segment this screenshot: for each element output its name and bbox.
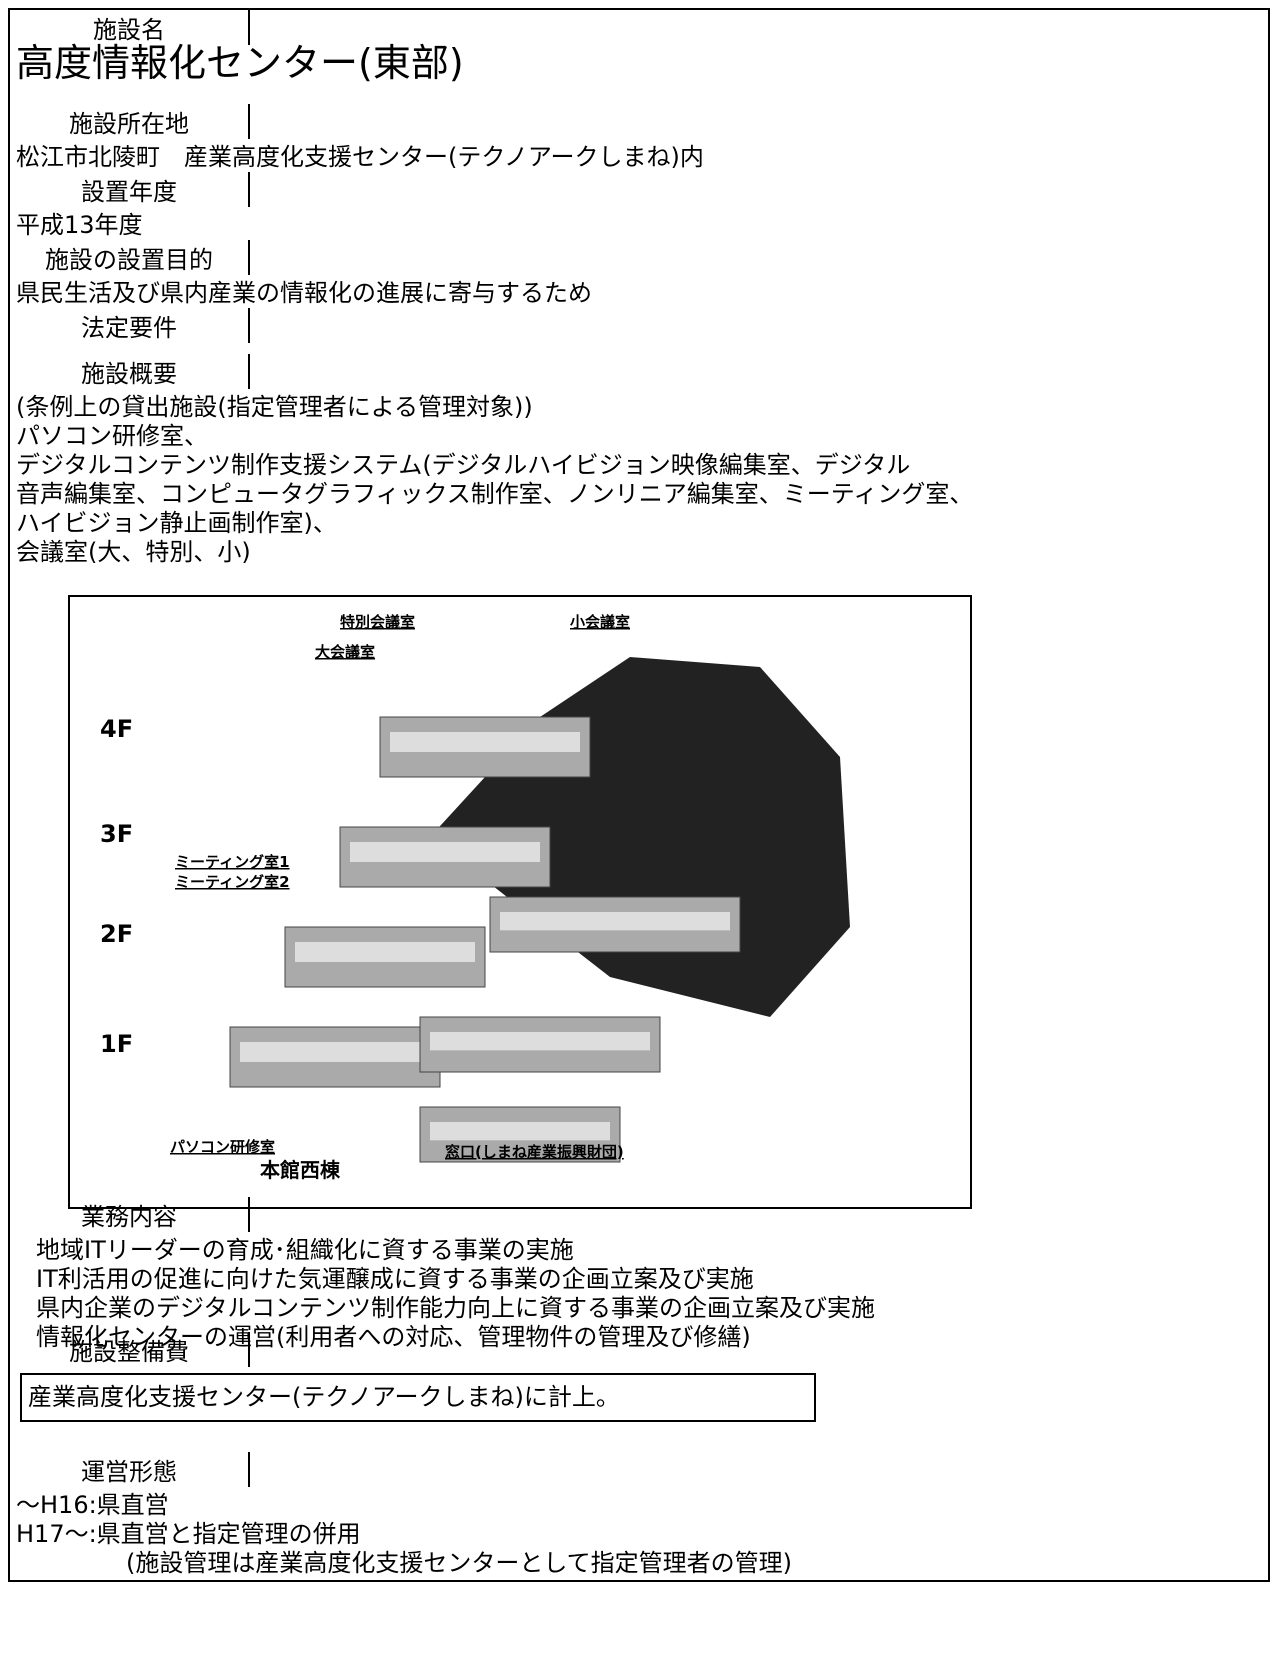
row-label: 施設概要 — [10, 354, 250, 389]
floor-block-inner — [350, 842, 540, 862]
row-label: 施設所在地 — [10, 104, 250, 139]
row-content — [10, 343, 1268, 351]
floor-label: 4F — [100, 715, 133, 743]
row-label: 施設整備費 — [10, 1332, 250, 1367]
table-row: 施設名 高度情報化センター(東部) — [10, 10, 1268, 104]
room-label: 特別会議室 — [340, 613, 415, 631]
content-line: 会議室(大、特別、小) — [16, 538, 251, 566]
row-content: ～H16:県直営 H17～:県直営と指定管理の併用 (施設管理は産業高度化支援センタ… — [10, 1487, 1268, 1582]
table-row: 運営形態 ～H16:県直営 H17～:県直営と指定管理の併用 (施設管理は産業高度化支… — [10, 1452, 1268, 1580]
content-line: 県内企業のデジタルコンテンツ制作能力向上に資する事業の企画立案及び実施 — [36, 1294, 876, 1322]
row-label: 施設の設置目的 — [10, 240, 250, 275]
row-label: 業務内容 — [10, 1197, 250, 1232]
table-row: 施設の設置目的県民生活及び県内産業の情報化の進展に寄与するため — [10, 240, 1268, 308]
row-content: 産業高度化支援センター(テクノアークしまね)に計上。 — [10, 1367, 1268, 1428]
room-label: 小会議室 — [570, 613, 630, 631]
note-box: 産業高度化支援センター(テクノアークしまね)に計上。 — [20, 1373, 816, 1422]
content-line: 高度情報化センター(東部) — [16, 41, 464, 85]
row-content: (条例上の貸出施設(指定管理者による管理対象)) パソコン研修室、 デジタルコンテン… — [10, 389, 1268, 1213]
row-content: 高度情報化センター(東部) — [10, 41, 1268, 85]
content-line: デジタルコンテンツ制作支援システム(デジタルハイビジョン映像編集室、デジタル — [16, 451, 911, 479]
table-row: 法定要件 — [10, 308, 1268, 354]
row-content: 地域ITリーダーの育成･組織化に資する事業の実施 IT利活用の促進に向けた気運醸成… — [10, 1232, 1268, 1356]
table-row: 施設概要 (条例上の貸出施設(指定管理者による管理対象)) パソコン研修室、 デジタル… — [10, 354, 1268, 1209]
table-row: 業務内容地域ITリーダーの育成･組織化に資する事業の実施 IT利活用の促進に向けた… — [10, 1197, 1268, 1351]
row-label: 施設名 — [10, 10, 250, 45]
building-name: 本館西棟 — [260, 1158, 341, 1182]
floor-block-inner — [500, 912, 730, 931]
floor-block-inner — [295, 942, 475, 962]
content-line: 産業高度化支援センター(テクノアークしまね)に計上。 — [28, 1383, 620, 1411]
table-row: 施設整備費産業高度化支援センター(テクノアークしまね)に計上。 — [10, 1332, 1268, 1452]
room-label: ミーティング室2 — [175, 873, 290, 891]
table-row: 設置年度平成13年度 — [10, 172, 1268, 240]
content-line: (条例上の貸出施設(指定管理者による管理対象)) — [16, 393, 533, 421]
row-content: 松江市北陵町 産業高度化支援センター(テクノアークしまね)内 — [10, 139, 1268, 176]
row-content: 県民生活及び県内産業の情報化の進展に寄与するため — [10, 275, 1268, 312]
room-label: パソコン研修室 — [170, 1138, 275, 1156]
room-label: 窓口(しまね産業振興財団) — [445, 1143, 624, 1161]
row-label: 設置年度 — [10, 172, 250, 207]
content-line: 平成13年度 — [16, 211, 143, 239]
floor-label: 3F — [100, 820, 133, 848]
row-label: 法定要件 — [10, 308, 250, 343]
floor-block-inner — [390, 732, 580, 752]
content-line: 地域ITリーダーの育成･組織化に資する事業の実施 — [36, 1236, 574, 1264]
content-line: 県民生活及び県内産業の情報化の進展に寄与するため — [16, 279, 592, 307]
content-line: H17～:県直営と指定管理の併用 — [16, 1520, 361, 1548]
content-line: IT利活用の促進に向けた気運醸成に資する事業の企画立案及び実施 — [36, 1265, 754, 1293]
floor-block-inner — [240, 1042, 430, 1062]
room-label: 大会議室 — [315, 643, 375, 661]
content-line: 松江市北陵町 産業高度化支援センター(テクノアークしまね)内 — [16, 143, 704, 171]
content-line: 音声編集室、コンピュータグラフィックス制作室、ノンリニア編集室、ミーティング室、 — [16, 480, 974, 508]
room-label: ミーティング室1 — [175, 853, 290, 871]
content-line: ハイビジョン静止画制作室)、 — [16, 509, 337, 537]
row-content: 平成13年度 — [10, 207, 1268, 244]
row-label: 運営形態 — [10, 1452, 250, 1487]
content-line: 情報化センターの運営(利用者への対応、管理物件の管理及び修繕) — [36, 1323, 751, 1351]
content-line: パソコン研修室、 — [16, 422, 208, 450]
content-line: ～H16:県直営 — [16, 1491, 169, 1519]
content-line: (施設管理は産業高度化支援センターとして指定管理者の管理) — [126, 1549, 793, 1577]
table-row: 施設所在地松江市北陵町 産業高度化支援センター(テクノアークしまね)内 — [10, 104, 1268, 172]
floor-label: 1F — [100, 1030, 133, 1058]
facility-table: 施設名 高度情報化センター(東部) 施設所在地 松江市北陵町 産業高度化支援センター(… — [8, 8, 1270, 1582]
floor-label: 2F — [100, 920, 133, 948]
floor-block-inner — [430, 1122, 610, 1141]
floor-block-inner — [430, 1032, 650, 1051]
